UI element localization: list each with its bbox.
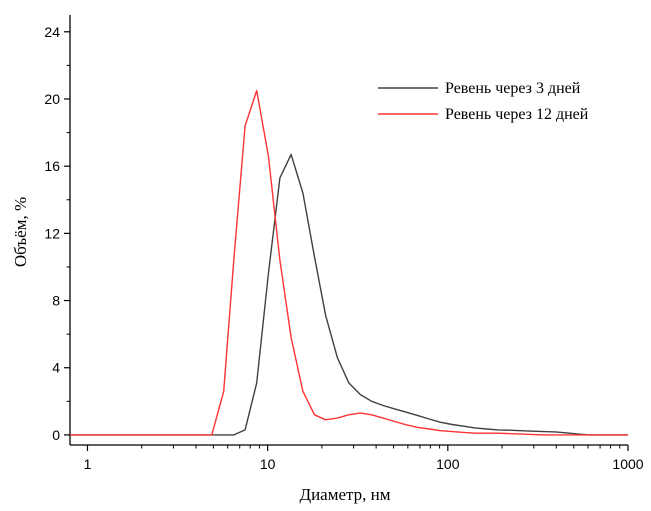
y-tick-label: 0 [52,427,60,443]
y-tick-label: 12 [44,225,60,241]
x-tick-label: 10 [260,456,276,472]
x-tick-label: 100 [436,456,460,472]
legend: Ревень через 3 дней Ревень через 12 дней [378,80,589,123]
y-tick-label: 20 [44,91,60,107]
x-tick-label: 1 [84,456,92,472]
y-tick-label: 8 [52,293,60,309]
y-tick-label: 4 [52,360,60,376]
y-tick-label: 24 [44,24,60,40]
x-axis-title: Диаметр, нм [299,485,390,504]
y-axis-title: Объём, % [11,197,30,267]
series-line-2 [70,89,628,436]
series-line-1 [70,153,628,436]
legend-label-2: Ревень через 12 дней [445,106,589,123]
x-axis: 1 10 100 1000 [70,444,644,472]
y-axis: 0 4 8 12 16 20 24 [44,15,71,445]
legend-label-1: Ревень через 3 дней [445,80,581,97]
plot-lines [70,89,628,436]
x-tick-label: 1000 [612,456,643,472]
y-tick-label: 16 [44,158,60,174]
